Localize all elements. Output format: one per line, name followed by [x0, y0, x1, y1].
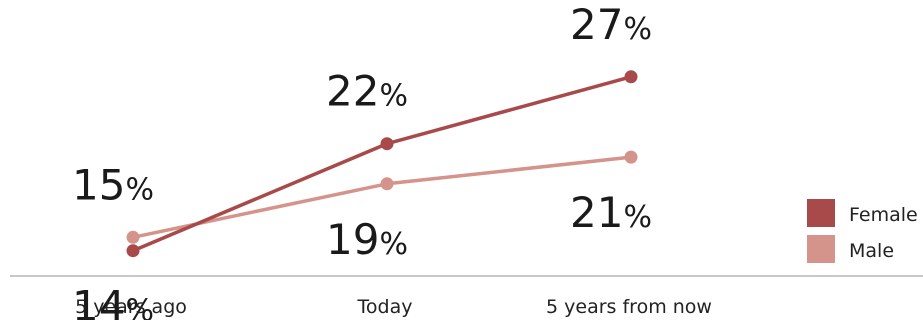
- series-line-male: [131, 155, 633, 240]
- data-point-male-3: [624, 150, 638, 164]
- x-tick-label-3: 5 years from now: [546, 296, 712, 318]
- x-tick-label-1: 5 years ago: [75, 296, 187, 318]
- data-label-female-2: 22%: [326, 67, 408, 116]
- legend-label-female: Female: [849, 204, 918, 226]
- data-point-female-1: [126, 244, 140, 258]
- data-label-male-2: 19%: [326, 215, 408, 264]
- legend-swatch-female: [807, 199, 835, 227]
- data-label-male-3: 21%: [570, 188, 652, 237]
- legend-label-male: Male: [849, 240, 894, 262]
- data-point-female-2: [380, 137, 394, 151]
- data-label-female-3: 27%: [570, 0, 652, 49]
- legend: Female Male: [807, 199, 918, 263]
- series-layer: [126, 70, 638, 258]
- data-label-layer: 15% 14% 22% 19% 27% 21%: [72, 0, 652, 320]
- x-tick-label-2: Today: [357, 296, 413, 318]
- x-tick-layer: 5 years ago Today 5 years from now: [75, 296, 712, 318]
- data-point-female-3: [624, 70, 638, 84]
- data-label-male-1: 15%: [72, 160, 154, 209]
- data-point-male-2: [380, 177, 394, 191]
- legend-swatch-male: [807, 235, 835, 263]
- data-point-male-1: [126, 230, 140, 244]
- data-label-female-1: 14%: [72, 282, 154, 320]
